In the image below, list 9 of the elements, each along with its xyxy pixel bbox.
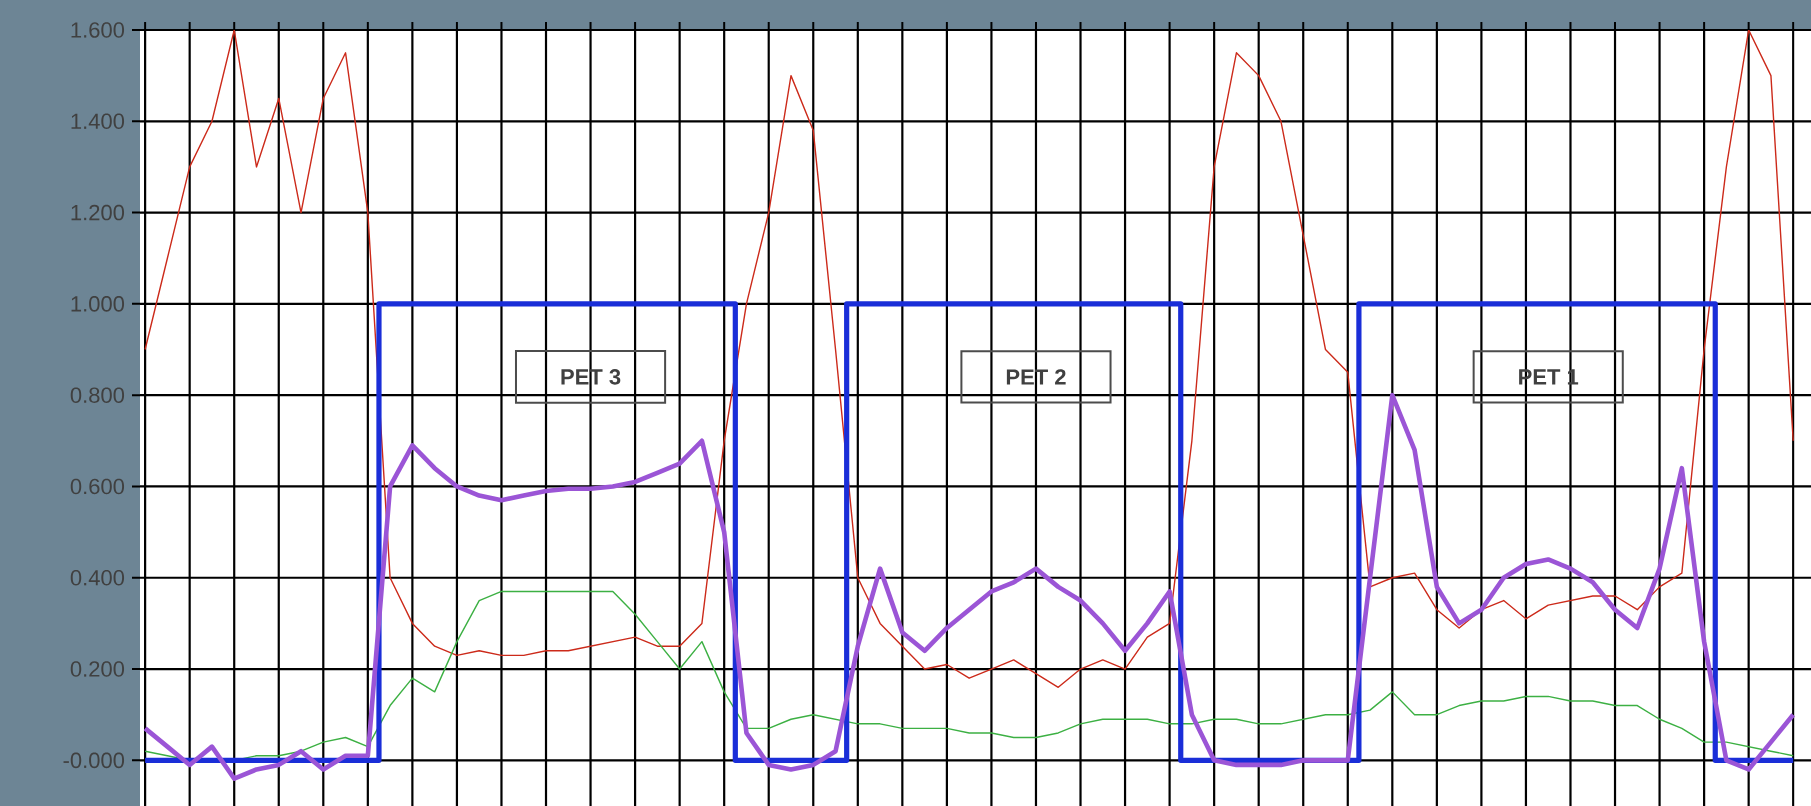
y-tick-label: 0.600 (70, 478, 125, 495)
y-tick-label: 0.800 (70, 387, 125, 403)
y-tick-label: 0.400 (70, 569, 125, 586)
y-tick-label: 1.400 (71, 113, 125, 130)
y-tick-label: 0.200 (70, 661, 125, 677)
y-tick-label: 1.000 (71, 296, 125, 312)
y-tick-label: 1.200 (71, 204, 125, 221)
y-tick-label: -0.000 (63, 752, 125, 769)
y-tick-label: 1.600 (71, 22, 125, 38)
